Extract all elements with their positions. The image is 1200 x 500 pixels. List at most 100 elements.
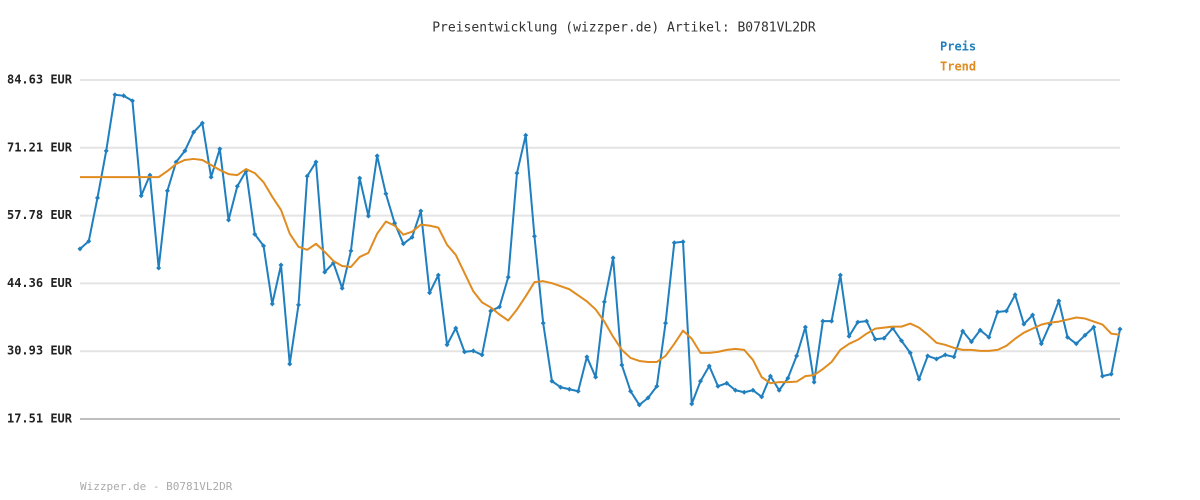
- point-marker: [199, 120, 205, 126]
- point-marker: [357, 175, 363, 181]
- point-marker: [453, 325, 459, 331]
- point-marker: [759, 394, 765, 400]
- point-marker: [960, 328, 966, 334]
- point-marker: [479, 352, 485, 358]
- point-marker: [899, 338, 905, 344]
- y-tick-label: 17.51 EUR: [7, 412, 73, 426]
- point-marker: [435, 272, 441, 278]
- y-tick-label: 71.21 EUR: [7, 140, 73, 154]
- point-marker: [829, 318, 835, 324]
- point-marker: [584, 354, 590, 360]
- point-marker: [933, 356, 939, 362]
- point-marker: [846, 333, 852, 339]
- point-marker: [916, 376, 922, 382]
- point-marker: [750, 387, 756, 393]
- point-marker: [295, 302, 301, 308]
- point-marker: [374, 153, 380, 159]
- point-marker: [995, 309, 1001, 315]
- point-marker: [540, 320, 546, 326]
- point-marker: [112, 92, 118, 98]
- point-marker: [925, 353, 931, 359]
- point-marker: [462, 349, 468, 355]
- point-marker: [1073, 341, 1079, 347]
- point-marker: [1065, 334, 1071, 340]
- point-marker: [566, 386, 572, 392]
- point-marker: [156, 265, 162, 271]
- point-marker: [671, 240, 677, 246]
- point-marker: [365, 213, 371, 219]
- point-marker: [1003, 308, 1009, 314]
- point-marker: [1100, 373, 1106, 379]
- point-marker: [977, 327, 983, 333]
- point-marker: [951, 354, 957, 360]
- y-tick-label: 30.93 EUR: [7, 344, 73, 358]
- point-marker: [636, 402, 642, 408]
- point-marker: [217, 146, 223, 152]
- point-marker: [523, 132, 529, 138]
- point-marker: [802, 324, 808, 330]
- point-marker: [94, 195, 100, 201]
- point-marker: [680, 239, 686, 245]
- point-marker: [409, 234, 415, 240]
- point-marker: [1082, 332, 1088, 338]
- point-marker: [732, 387, 738, 393]
- y-tick-label: 57.78 EUR: [7, 208, 73, 222]
- point-marker: [645, 395, 651, 401]
- point-marker: [811, 379, 817, 385]
- point-marker: [418, 208, 424, 214]
- legend-label: Preis: [940, 40, 976, 54]
- point-marker: [776, 387, 782, 393]
- point-marker: [496, 304, 502, 310]
- point-marker: [942, 352, 948, 358]
- series-line: [80, 157, 1121, 385]
- point-marker: [619, 362, 625, 368]
- point-marker: [121, 93, 127, 99]
- point-marker: [252, 231, 258, 237]
- y-tick-label: 44.36 EUR: [7, 276, 73, 290]
- point-marker: [531, 233, 537, 239]
- point-marker: [1108, 371, 1114, 377]
- point-marker: [138, 193, 144, 199]
- y-tick-label: 84.63 EUR: [7, 73, 73, 87]
- point-marker: [505, 274, 511, 280]
- point-marker: [86, 238, 92, 244]
- chart-title: Preisentwicklung (wizzper.de) Artikel: B…: [432, 21, 816, 36]
- point-marker: [610, 255, 616, 261]
- point-marker: [907, 350, 913, 356]
- point-marker: [383, 191, 389, 197]
- point-marker: [470, 348, 476, 354]
- point-marker: [208, 174, 214, 180]
- point-marker: [103, 148, 109, 154]
- point-marker: [164, 188, 170, 194]
- point-marker: [1012, 292, 1018, 298]
- point-marker: [986, 334, 992, 340]
- point-marker: [191, 129, 197, 135]
- point-marker: [968, 339, 974, 345]
- point-marker: [698, 378, 704, 384]
- point-marker: [304, 173, 310, 179]
- point-marker: [278, 262, 284, 268]
- point-marker: [1091, 324, 1097, 330]
- point-marker: [234, 183, 240, 189]
- point-marker: [785, 375, 791, 381]
- point-marker: [715, 383, 721, 389]
- point-marker: [558, 384, 564, 390]
- point-marker: [444, 342, 450, 348]
- point-marker: [514, 170, 520, 176]
- point-marker: [549, 378, 555, 384]
- point-marker: [1117, 326, 1123, 332]
- point-marker: [628, 388, 634, 394]
- point-marker: [601, 299, 607, 305]
- point-marker: [427, 290, 433, 296]
- point-marker: [767, 373, 773, 379]
- point-marker: [575, 388, 581, 394]
- legend-label: Trend: [940, 60, 976, 74]
- point-marker: [689, 401, 695, 407]
- point-marker: [855, 319, 861, 325]
- point-marker: [339, 285, 345, 291]
- point-marker: [1021, 321, 1027, 327]
- point-marker: [400, 241, 406, 247]
- point-marker: [724, 380, 730, 386]
